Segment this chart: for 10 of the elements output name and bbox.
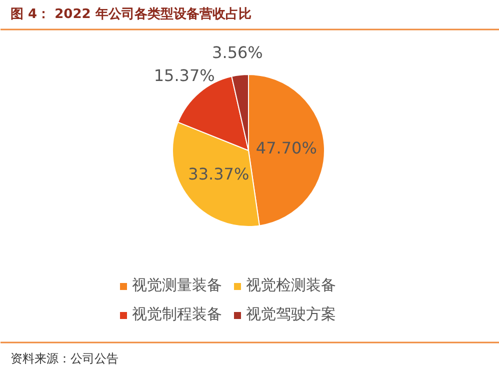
legend-label: 视觉测量装备 — [132, 276, 222, 295]
data-label: 47.70% — [256, 138, 317, 158]
chart-title: 图 4： 2022 年公司各类型设备营收占比 — [10, 6, 252, 22]
data-label: 3.56% — [212, 42, 263, 62]
text: 资料来源：公司公告 — [10, 352, 118, 366]
data-label: 15.37% — [154, 66, 215, 85]
legend-label: 视觉检测装备 — [246, 276, 336, 295]
data-label: 33.37% — [188, 164, 250, 184]
legend-label: 视觉制程装备 — [132, 305, 222, 324]
legend-label: 视觉驾驶方案 — [246, 305, 336, 324]
